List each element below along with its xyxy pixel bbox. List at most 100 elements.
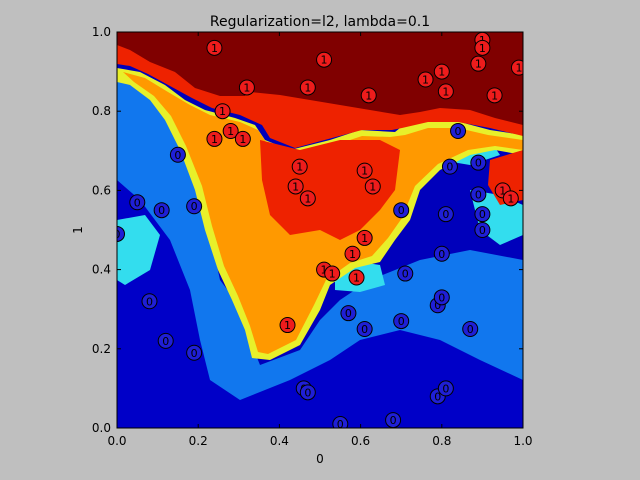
point-label: 0 [345,307,352,320]
point-marker [437,206,454,223]
point-label: 0 [402,268,409,281]
point-label: 1 [353,272,360,285]
x-tick-label: 0.4 [270,434,289,448]
point-class-0: 0 [433,245,450,262]
point-label: 0 [174,149,181,162]
point-class-1: 1 [222,123,239,139]
point-marker [433,245,450,262]
point-marker [433,289,450,306]
point-class-1: 1 [510,59,523,76]
point-label: 0 [475,157,482,170]
point-label: 0 [191,200,198,213]
point-marker [340,305,357,322]
point-marker [153,202,170,219]
point-label: 1 [292,180,299,193]
point-marker [279,317,296,334]
point-marker [348,269,365,286]
point-label: 0 [434,390,441,403]
point-class-0: 0 [117,225,125,242]
point-label: 1 [211,42,218,55]
point-marker [437,380,454,397]
point-label: 0 [398,204,405,217]
region-class0-deep-bottom [117,180,523,428]
point-label: 0 [479,224,486,237]
point-marker [486,87,503,104]
point-class-0: 0 [470,186,487,203]
point-class-1: 1 [486,87,503,104]
point-class-0: 0 [462,321,479,337]
y-axis-label: 1 [71,226,85,234]
point-marker [356,321,373,337]
x-tick-label: 1.0 [513,434,532,448]
point-marker [117,225,125,242]
region-class1-high [117,32,523,125]
point-class-1: 1 [364,178,381,195]
point-label: 1 [422,74,429,87]
point-label: 1 [321,264,328,277]
point-label: 1 [304,81,311,94]
point-label: 1 [442,85,449,98]
point-label: 0 [158,204,165,217]
point-class-0: 0 [393,202,410,219]
point-marker [433,63,450,80]
point-class-1: 1 [356,229,373,246]
point-class-1: 1 [291,158,308,175]
point-marker [238,79,255,96]
point-label: 0 [479,208,486,221]
point-class-0: 0 [437,206,454,223]
point-label: 1 [365,89,372,102]
point-marker [502,190,519,207]
point-label: 1 [349,248,356,261]
point-marker [291,158,308,175]
point-class-0: 0 [332,416,349,431]
point-label: 0 [390,414,397,427]
point-class-0: 0 [470,154,487,171]
point-marker [474,39,491,56]
point-class-0: 0 [437,380,454,397]
point-marker [214,103,231,120]
point-class-0: 0 [153,202,170,219]
point-label: 1 [219,105,226,118]
point-marker [234,130,251,147]
point-class-0: 0 [340,305,357,322]
point-label: 1 [296,161,303,174]
point-class-0: 0 [141,293,158,310]
point-class-1: 1 [206,130,223,147]
point-marker [186,344,203,361]
point-marker [474,222,491,238]
chart-title: Regularization=l2, lambda=0.1 [210,14,430,30]
point-marker [393,202,410,219]
point-label: 0 [304,386,311,399]
point-marker [332,416,349,428]
point-label: 0 [337,418,344,431]
point-label: 1 [329,268,336,281]
point-label: 0 [446,161,453,174]
point-class-1: 1 [470,55,487,72]
point-class-1: 1 [433,63,450,80]
point-label: 0 [146,295,153,308]
point-marker [474,206,491,223]
point-class-1: 1 [356,162,373,179]
point-label: 0 [361,323,368,336]
point-label: 1 [361,165,368,178]
point-label: 1 [369,180,376,193]
point-label: 1 [361,232,368,245]
point-label: 0 [475,188,482,201]
point-class-0: 0 [169,146,186,163]
point-marker [299,384,316,401]
point-label: 0 [442,208,449,221]
point-marker [417,71,434,88]
y-tick-label: 1.0 [92,25,111,39]
point-label: 1 [499,184,506,197]
point-marker [437,83,454,100]
point-class-1: 1 [234,130,251,147]
point-marker [287,178,304,195]
point-label: 0 [162,335,169,348]
y-tick-label: 0.6 [92,183,111,197]
region-class1-high-left-notch [175,64,250,96]
point-marker [364,178,381,195]
point-marker [344,245,361,262]
point-marker [510,59,523,76]
point-label: 1 [475,58,482,71]
